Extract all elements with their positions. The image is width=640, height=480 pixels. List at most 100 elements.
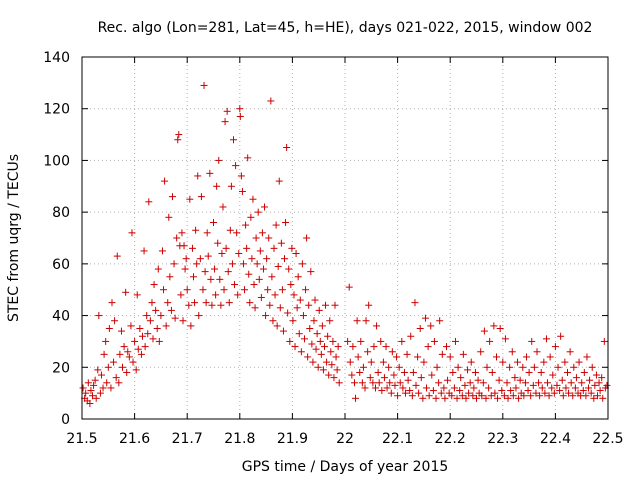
- data-point: [141, 343, 149, 351]
- data-point: [417, 374, 425, 382]
- data-point: [285, 265, 293, 273]
- data-point: [261, 203, 269, 211]
- data-point: [162, 322, 170, 330]
- data-point: [480, 327, 488, 335]
- data-point: [237, 172, 245, 180]
- data-point: [515, 394, 523, 402]
- data-point: [423, 384, 431, 392]
- data-point: [207, 275, 215, 283]
- data-point: [403, 350, 411, 358]
- data-point: [264, 286, 272, 294]
- data-point: [292, 250, 300, 258]
- data-point: [119, 363, 127, 371]
- data-point: [519, 363, 527, 371]
- data-point: [542, 335, 550, 343]
- data-point: [170, 260, 178, 268]
- data-point: [181, 265, 189, 273]
- data-point: [408, 392, 416, 400]
- data-point: [164, 299, 172, 307]
- data-point: [281, 255, 289, 263]
- data-point: [511, 374, 519, 382]
- y-axis-label: STEC from uqrg / TECUs: [6, 154, 22, 322]
- data-point: [487, 392, 495, 400]
- y-tick-label: 40: [52, 309, 70, 325]
- data-point: [255, 275, 263, 283]
- data-point: [529, 381, 537, 389]
- data-point: [477, 348, 485, 356]
- data-point: [125, 353, 133, 361]
- data-point: [436, 317, 444, 325]
- data-point: [223, 107, 231, 115]
- data-point: [300, 335, 308, 343]
- data-point: [224, 268, 232, 276]
- data-point: [310, 317, 318, 325]
- data-point: [293, 304, 301, 312]
- data-point: [182, 255, 190, 263]
- data-point: [331, 301, 339, 309]
- data-point: [295, 330, 303, 338]
- data-point: [373, 322, 381, 330]
- data-point: [356, 368, 364, 376]
- data-points: [79, 81, 611, 407]
- data-point: [449, 368, 457, 376]
- data-point: [243, 244, 251, 252]
- data-point: [140, 247, 148, 255]
- data-point: [554, 363, 562, 371]
- data-point: [268, 273, 276, 281]
- data-point: [307, 268, 315, 276]
- data-point: [541, 389, 549, 397]
- data-point: [585, 384, 593, 392]
- data-point: [592, 371, 600, 379]
- data-point: [311, 296, 319, 304]
- data-point: [457, 374, 465, 382]
- data-point: [204, 252, 212, 260]
- data-point: [244, 154, 252, 162]
- data-point: [474, 376, 482, 384]
- data-point: [226, 226, 234, 234]
- data-point: [459, 350, 467, 358]
- data-point: [446, 353, 454, 361]
- data-point: [575, 358, 583, 366]
- data-point: [382, 343, 390, 351]
- data-point: [549, 371, 557, 379]
- data-point: [316, 337, 324, 345]
- data-point: [284, 309, 292, 317]
- data-point: [79, 384, 87, 392]
- data-point: [253, 260, 261, 268]
- data-point: [167, 306, 175, 314]
- data-point: [507, 387, 515, 395]
- data-point: [329, 337, 337, 345]
- x-tick-label: 22.2: [435, 431, 466, 447]
- data-point: [158, 247, 166, 255]
- data-point: [127, 322, 135, 330]
- data-point: [600, 337, 608, 345]
- data-point: [465, 389, 473, 397]
- data-point: [498, 387, 506, 395]
- data-point: [527, 392, 535, 400]
- data-point: [330, 374, 338, 382]
- data-point: [582, 392, 590, 400]
- data-point: [249, 195, 257, 203]
- data-point: [583, 353, 591, 361]
- data-point: [479, 379, 487, 387]
- data-point: [406, 387, 414, 395]
- data-point: [404, 376, 412, 384]
- data-point: [365, 301, 373, 309]
- data-point: [129, 358, 137, 366]
- data-point: [247, 213, 255, 221]
- data-point: [399, 384, 407, 392]
- data-point: [521, 379, 529, 387]
- data-point: [372, 384, 380, 392]
- data-point: [586, 376, 594, 384]
- data-point: [133, 291, 141, 299]
- data-point: [111, 317, 119, 325]
- data-point: [443, 343, 451, 351]
- data-point: [428, 371, 436, 379]
- data-point: [131, 337, 139, 345]
- data-point: [206, 169, 214, 177]
- data-point: [391, 381, 399, 389]
- data-point: [177, 291, 185, 299]
- data-point: [228, 260, 236, 268]
- data-point: [265, 234, 273, 242]
